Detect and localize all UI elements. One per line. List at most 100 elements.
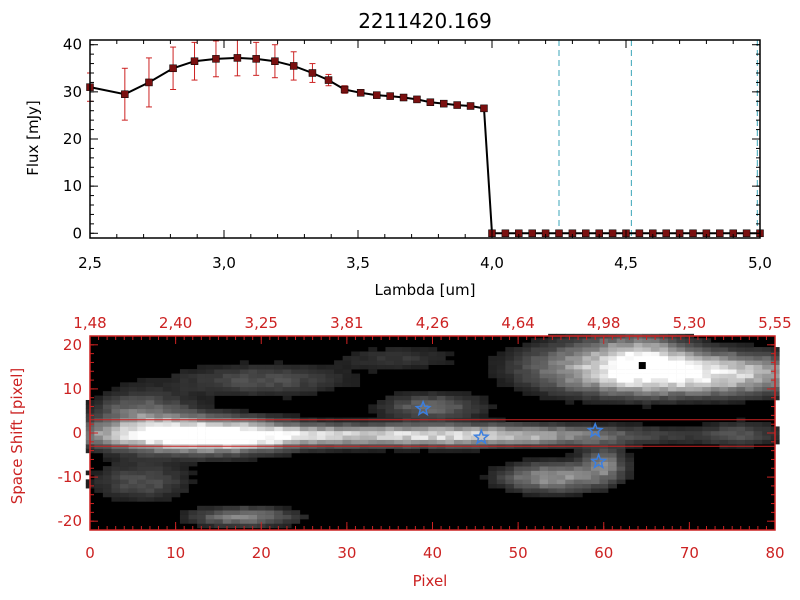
image-pixel [625, 360, 635, 366]
image-pixel [471, 413, 480, 418]
image-pixel [154, 496, 164, 502]
image-pixel [102, 448, 112, 454]
image-pixel [496, 435, 506, 440]
image-pixel [299, 439, 309, 445]
image-pixel [625, 377, 635, 383]
image-pixel [590, 488, 600, 493]
image-pixel [179, 452, 189, 458]
image-pixel [402, 430, 412, 436]
image-pixel [590, 377, 600, 383]
image-pixel [693, 364, 703, 370]
image-pixel [291, 448, 301, 454]
image-pixel [282, 426, 292, 432]
image-pixel [719, 395, 729, 401]
image-pixel [376, 413, 386, 418]
image-pixel [522, 457, 532, 463]
image-pixel [736, 369, 746, 374]
image-pixel [94, 488, 104, 493]
image-pixel [488, 430, 498, 436]
image-pixel [376, 351, 386, 357]
image-pixel [479, 422, 489, 427]
image-pixel [513, 483, 523, 489]
image-pixel [505, 466, 515, 471]
image-pixel [428, 422, 438, 427]
image-pixel [248, 422, 258, 427]
image-pixel [548, 338, 558, 343]
image-pixel [274, 426, 284, 432]
image-pixel [239, 422, 249, 427]
image-pixel [111, 408, 121, 414]
image-pixel [650, 347, 660, 352]
image-pixel [222, 422, 232, 427]
image-pixel [145, 399, 155, 405]
image-pixel [137, 492, 147, 498]
image-pixel [359, 351, 369, 357]
y-tick-label-2: 20 [63, 130, 82, 148]
image-pixel [565, 470, 575, 476]
image-pixel [590, 338, 600, 343]
image-pixel [368, 351, 378, 357]
image-pixel [179, 426, 189, 432]
image-pixel [419, 426, 429, 432]
image-pixel [154, 426, 164, 432]
image-pixel [685, 382, 695, 388]
image-pixel [145, 439, 155, 445]
image-pixel [214, 435, 224, 440]
image-pixel [650, 430, 660, 436]
image-pixel [394, 439, 403, 445]
image-pixel [513, 369, 523, 374]
image-pixel [642, 435, 652, 440]
image-pixel [205, 364, 215, 370]
image-pixel [616, 399, 626, 405]
image-pixel [565, 422, 575, 427]
image-pixel [496, 377, 506, 383]
image-pixel [539, 338, 549, 343]
image-pixel [590, 360, 600, 366]
image-pixel [257, 452, 266, 458]
image-pixel [402, 355, 412, 361]
image-pixel [197, 510, 206, 515]
image-pixel [539, 466, 549, 471]
image-pixel [565, 347, 575, 352]
image-pixel [154, 479, 164, 485]
image-pixel [214, 391, 224, 396]
image-top-tick-label-8: 5,55 [758, 314, 791, 332]
image-pixel [590, 355, 600, 361]
image-pixel [205, 377, 215, 383]
image-pixel [702, 351, 712, 357]
image-pixel [642, 342, 652, 348]
image-pixel [385, 430, 395, 436]
image-pixel [642, 439, 652, 445]
image-pixel [462, 404, 472, 410]
data-point-13 [356, 89, 365, 97]
data-point-34 [635, 229, 644, 238]
image-pixel [145, 430, 155, 436]
image-pixel [513, 488, 523, 493]
image-pixel [145, 386, 155, 392]
image-pixel [282, 514, 292, 520]
image-pixel [222, 382, 232, 388]
image-pixel [102, 466, 112, 471]
image-pixel [102, 422, 112, 427]
image-pixel [120, 395, 129, 401]
image-pixel [727, 382, 737, 388]
image-pixel [471, 430, 480, 436]
image-pixel [668, 426, 677, 432]
image-pixel [137, 452, 147, 458]
image-pixel [762, 351, 772, 357]
image-pixel [599, 373, 609, 379]
data-point-32 [608, 229, 617, 238]
image-pixel [573, 488, 583, 493]
image-x-tick-label-8: 80 [765, 544, 784, 562]
image-pixel [171, 488, 181, 493]
image-pixel [693, 391, 703, 396]
image-x-tick-label-3: 30 [337, 544, 356, 562]
image-pixel [582, 342, 592, 348]
image-pixel [411, 364, 421, 370]
image-pixel [608, 457, 617, 463]
image-pixel [308, 435, 318, 440]
image-pixel [145, 457, 155, 463]
image-pixel [239, 448, 249, 454]
image-pixel [745, 373, 754, 379]
image-pixel [608, 470, 617, 476]
